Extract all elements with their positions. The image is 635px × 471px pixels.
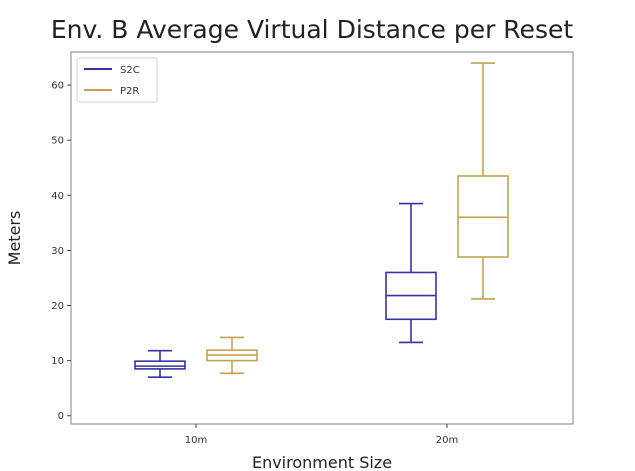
legend-frame [76,57,158,103]
y-tick-label: 30 [51,246,64,257]
y-tick-label: 10 [51,356,64,367]
legend-label-p2r: P2R [120,86,139,97]
y-tick-label: 60 [51,81,64,92]
iqr-box [457,175,509,258]
box-s2c-20m [385,202,437,344]
y-tick-label: 20 [51,301,64,312]
y-axis-label: Meters [5,211,24,266]
y-axis: 0 10 20 30 40 50 60 [51,81,71,422]
box-series-layer [134,62,509,378]
chart-title: Env. B Average Virtual Distance per Rese… [51,15,574,44]
box-p2r-20m [457,62,509,300]
plot-area-frame [70,51,574,425]
x-axis-label: Environment Size [252,453,392,471]
x-axis: 10m 20m [185,424,458,446]
x-tick-label: 20m [436,435,458,446]
x-tick-label: 10m [185,435,207,446]
box-s2c-10m [134,349,186,378]
legend: S2C P2R [76,57,158,103]
y-tick-label: 50 [51,136,64,147]
box-p2r-10m [206,336,258,375]
y-tick-label: 0 [58,411,64,422]
iqr-box [134,360,186,370]
legend-label-s2c: S2C [120,65,140,76]
y-tick-label: 40 [51,191,64,202]
